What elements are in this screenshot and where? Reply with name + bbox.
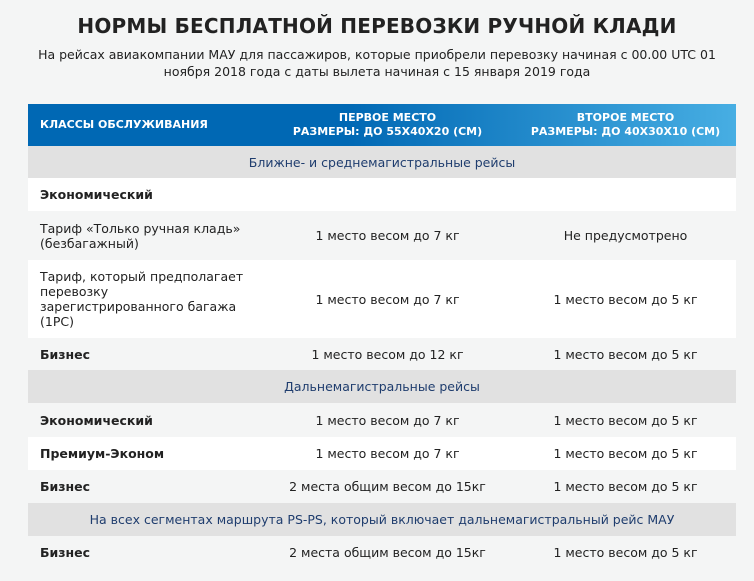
baggage-table: КЛАССЫ ОБСЛУЖИВАНИЯ ПЕРВОЕ МЕСТО РАЗМЕРЫ:… bbox=[28, 104, 736, 569]
table-cell: Экономический bbox=[28, 403, 260, 437]
table-cell: Ближне- и среднемагистральные рейсы bbox=[28, 146, 736, 178]
table-cell: Бизнес bbox=[28, 338, 260, 370]
table-row: Тариф, который предполагает перевозку за… bbox=[28, 260, 736, 338]
table-cell: 1 место весом до 7 кг bbox=[260, 403, 515, 437]
page-subtitle: На рейсах авиакомпании МАУ для пассажиро… bbox=[38, 47, 716, 79]
table-row: Экономический bbox=[28, 178, 736, 211]
table-cell: 1 место весом до 5 кг bbox=[515, 470, 736, 503]
section-row: Ближне- и среднемагистральные рейсы bbox=[28, 146, 736, 178]
table-cell: Не предусмотрено bbox=[515, 211, 736, 260]
page-title: НОРМЫ БЕСПЛАТНОЙ ПЕРЕВОЗКИ РУЧНОЙ КЛАДИ bbox=[77, 14, 677, 38]
table-cell: Экономический bbox=[28, 178, 260, 211]
table-cell: 1 место весом до 7 кг bbox=[260, 260, 515, 338]
table-header: КЛАССЫ ОБСЛУЖИВАНИЯ ПЕРВОЕ МЕСТО РАЗМЕРЫ:… bbox=[28, 104, 736, 146]
table-row: Экономический 1 место весом до 7 кг 1 мест… bbox=[28, 403, 736, 437]
table-cell: Тариф, который предполагает перевозку за… bbox=[28, 260, 260, 338]
table-cell: 2 места общим весом до 15кг bbox=[260, 536, 515, 569]
table-row: Бизнес 2 места общим весом до 15кг 1 место… bbox=[28, 536, 736, 569]
table-row: Бизнес 2 места общим весом до 15кг 1 место… bbox=[28, 470, 736, 503]
table-cell: Премиум-Эконом bbox=[28, 437, 260, 470]
table-cell: Тариф «Только ручная кладь» (безбагажный… bbox=[28, 211, 260, 260]
table-row: Тариф «Только ручная кладь» (безбагажный… bbox=[28, 211, 736, 260]
table-cell: 1 место весом до 7 кг bbox=[260, 437, 515, 470]
table-cell bbox=[260, 178, 515, 211]
table-cell bbox=[515, 178, 736, 211]
table-cell: 1 место весом до 5 кг bbox=[515, 338, 736, 370]
table-cell: Бизнес bbox=[28, 536, 260, 569]
table-cell: Дальнемагистральные рейсы bbox=[28, 370, 736, 403]
table-row: Премиум-Эконом 1 место весом до 7 кг 1 мес… bbox=[28, 437, 736, 470]
table-cell: Бизнес bbox=[28, 470, 260, 503]
table-cell: 1 место весом до 5 кг bbox=[515, 260, 736, 338]
header-classes: КЛАССЫ ОБСЛУЖИВАНИЯ bbox=[40, 118, 208, 131]
table-cell: 1 место весом до 12 кг bbox=[260, 338, 515, 370]
table-cell: 1 место весом до 5 кг bbox=[515, 536, 736, 569]
header-second-item: ВТОРОЕ МЕСТО РАЗМЕРЫ: ДО 40Х30Х10 (СМ) bbox=[530, 111, 721, 138]
header-first-item: ПЕРВОЕ МЕСТО РАЗМЕРЫ: ДО 55Х40Х20 (СМ) bbox=[292, 111, 483, 138]
table-cell: 1 место весом до 7 кг bbox=[260, 211, 515, 260]
table-row: Бизнес 1 место весом до 12 кг 1 место весо… bbox=[28, 338, 736, 370]
table-cell: 2 места общим весом до 15кг bbox=[260, 470, 515, 503]
section-row: Дальнемагистральные рейсы bbox=[28, 370, 736, 403]
section-row: На всех сегментах маршрута PS-PS, которы… bbox=[28, 503, 736, 536]
table-cell: 1 место весом до 5 кг bbox=[515, 437, 736, 470]
table-cell: На всех сегментах маршрута PS-PS, которы… bbox=[28, 503, 736, 536]
table-cell: 1 место весом до 5 кг bbox=[515, 403, 736, 437]
